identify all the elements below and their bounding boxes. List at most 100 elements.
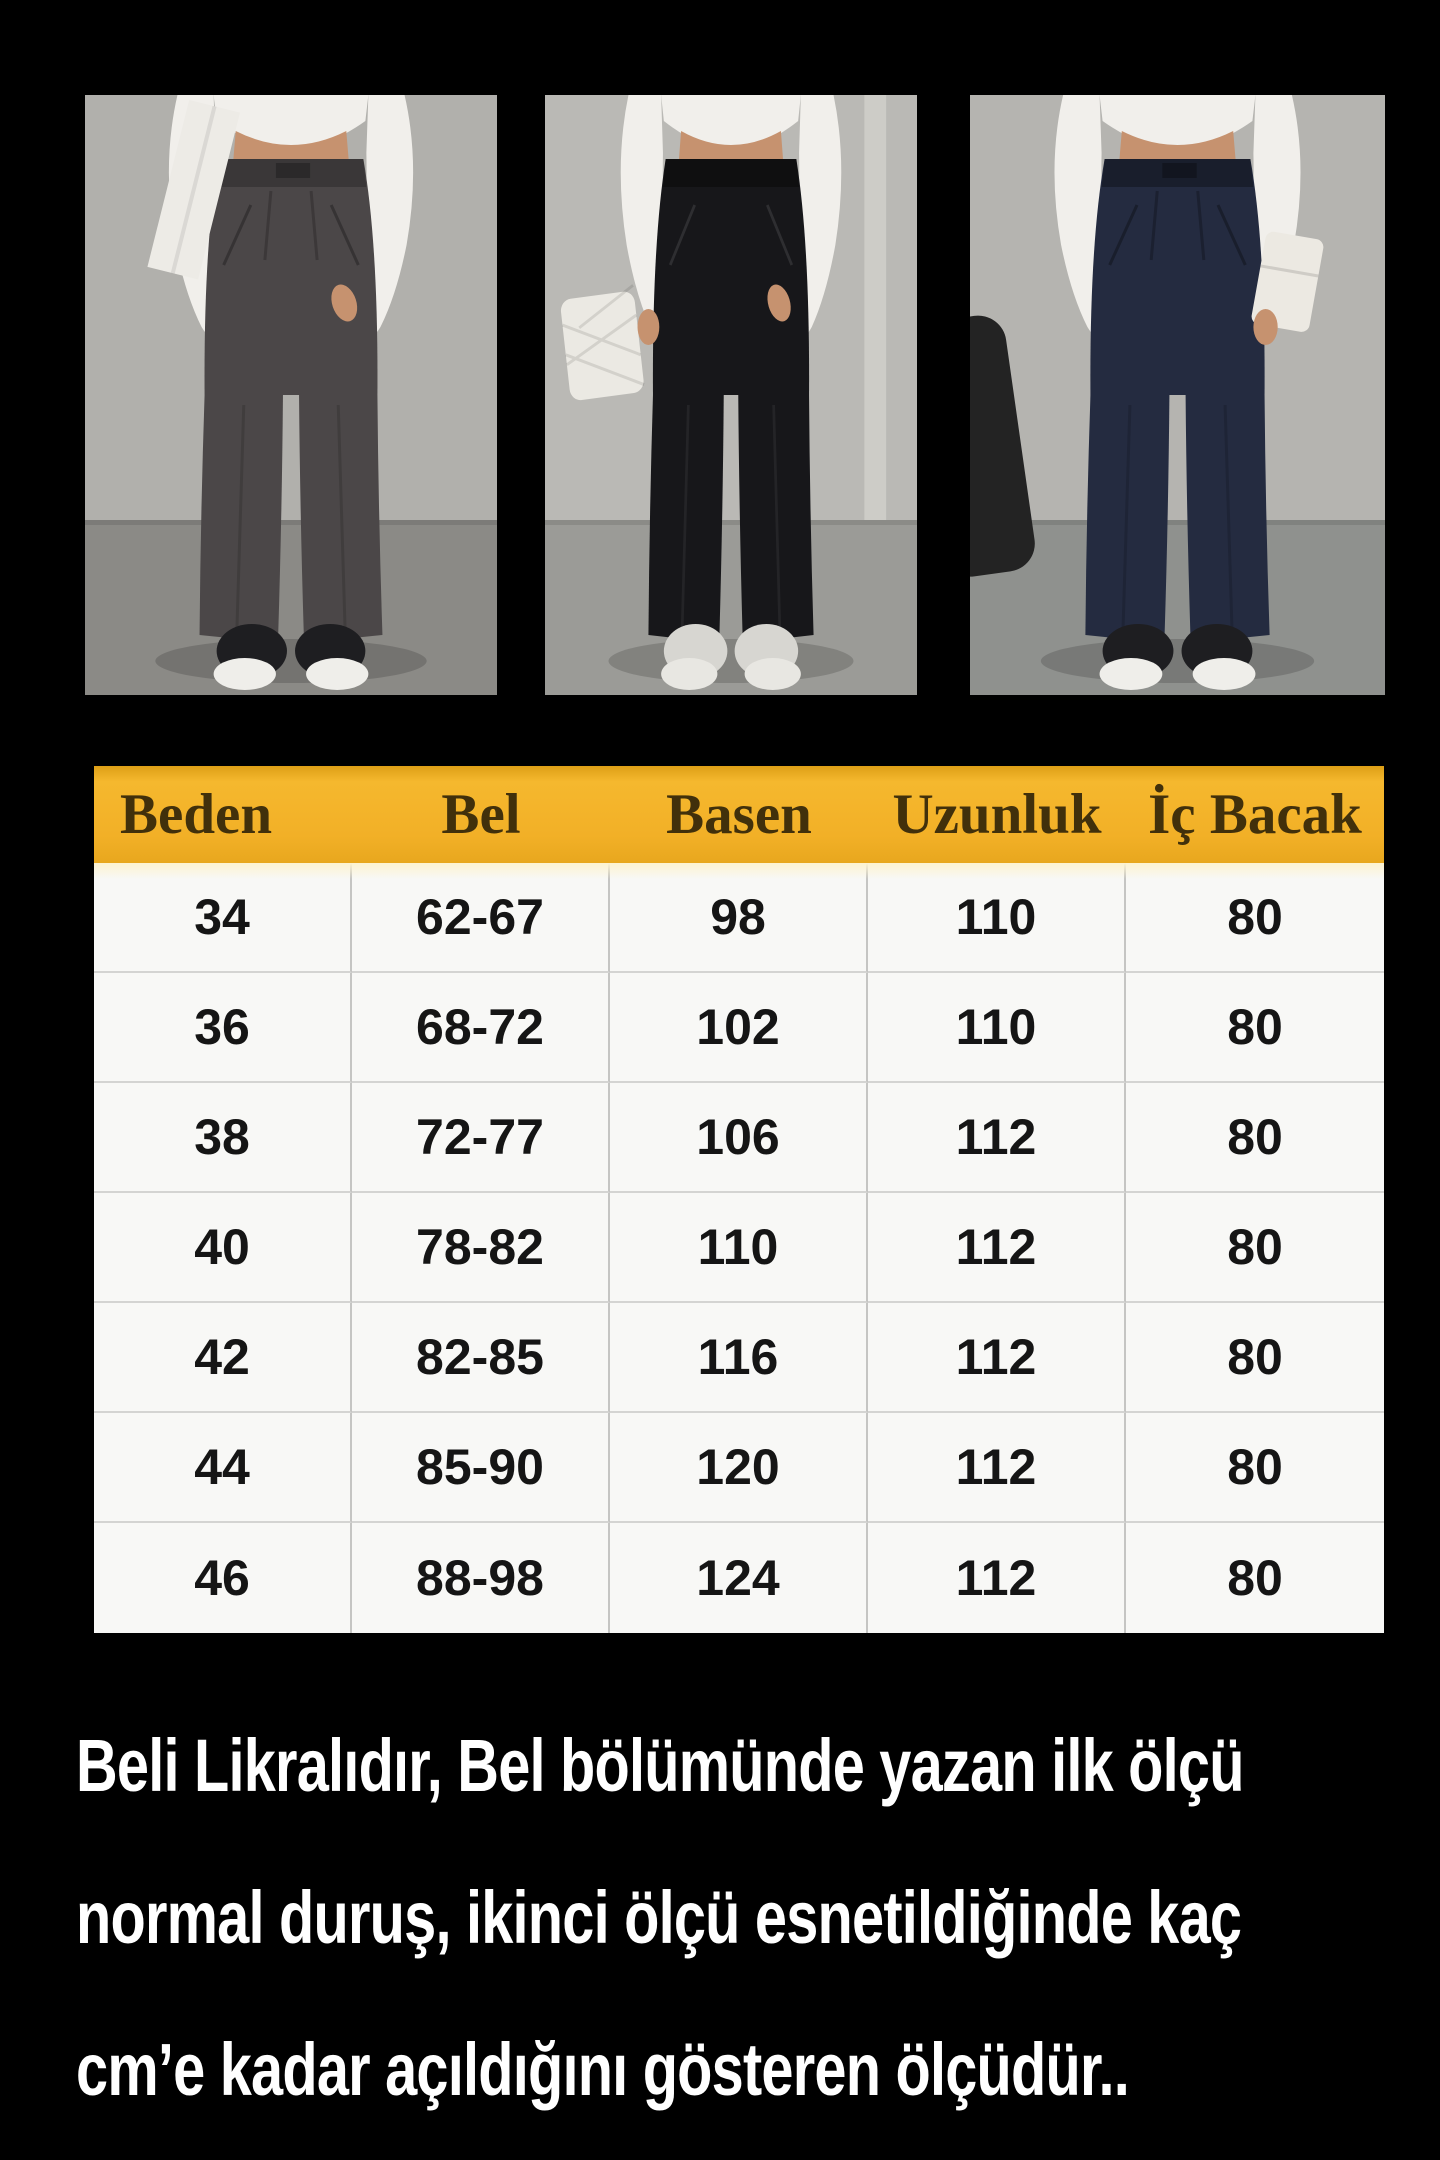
table-cell: 110: [868, 863, 1126, 973]
floor: [545, 520, 917, 695]
table-cell: 98: [610, 863, 868, 973]
right-hand-in-pocket: [767, 284, 791, 322]
floor: [970, 520, 1385, 695]
table-cell: 40: [94, 1193, 352, 1303]
wall-floor-line: [970, 520, 1385, 525]
note-line: Beli Likralıdır, Bel bölümünde yazan ilk…: [76, 1724, 1244, 1807]
pants-right-leg: [1185, 395, 1270, 643]
floor-shadow: [1040, 639, 1315, 683]
table-cell: 80: [1126, 863, 1384, 973]
photo-illustration: [85, 95, 497, 695]
left-shoe-toe: [1099, 658, 1163, 690]
table-cell: 44: [94, 1413, 352, 1523]
table-cell: 42: [94, 1303, 352, 1413]
table-cell: 116: [610, 1303, 868, 1413]
crop-top: [661, 95, 801, 149]
pants-trunk: [652, 159, 810, 395]
table-row: 44 85-90 120 112 80: [94, 1413, 1384, 1523]
crop-top: [213, 95, 369, 149]
table-row: 42 82-85 116 112 80: [94, 1303, 1384, 1413]
table-cell: 80: [1126, 1303, 1384, 1413]
table-cell: 88-98: [352, 1523, 610, 1633]
table-cell: 80: [1126, 1523, 1384, 1633]
pants-right-leg: [299, 395, 383, 643]
right-shoe-toe: [744, 658, 801, 690]
pocket-slits: [222, 204, 360, 266]
pants-trunk: [204, 159, 378, 395]
midriff: [232, 131, 350, 167]
pleats: [263, 190, 319, 261]
waist-tab: [1162, 163, 1197, 178]
table-cell: 85-90: [352, 1413, 610, 1523]
shoes: [1099, 624, 1256, 690]
table-cell: 72-77: [352, 1083, 610, 1193]
leg-creases: [680, 404, 782, 636]
shoes: [213, 624, 369, 690]
right-hand-in-pocket: [331, 284, 358, 322]
table-cell: 68-72: [352, 973, 610, 1083]
column-header-bel: Bel: [441, 783, 521, 846]
product-photo-gray: [85, 95, 497, 695]
right-shoe-toe: [1192, 658, 1256, 690]
person-figure: [1054, 95, 1324, 690]
crop-top: [1099, 95, 1256, 149]
table-row: 38 72-77 106 112 80: [94, 1083, 1384, 1193]
left-hand: [637, 309, 660, 345]
midriff: [1118, 131, 1237, 167]
table-row: 36 68-72 102 110 80: [94, 973, 1384, 1083]
wall-floor-line: [85, 520, 497, 525]
table-cell: 112: [868, 1523, 1126, 1633]
table-cell: 82-85: [352, 1303, 610, 1413]
pocket-slits: [1108, 204, 1247, 266]
table-cell: 106: [610, 1083, 868, 1193]
table-cell: 62-67: [352, 863, 610, 973]
product-note: Beli Likralıdır, Bel bölümünde yazan ilk…: [76, 1690, 1244, 2146]
table-row: 46 88-98 124 112 80: [94, 1523, 1384, 1633]
leg-creases: [1121, 404, 1234, 636]
left-shoe-toe: [661, 658, 718, 690]
pants-trunk: [1090, 159, 1265, 395]
quilted-clutch-accessory: [560, 284, 645, 401]
right-hand: [1253, 309, 1278, 345]
table-cell: 46: [94, 1523, 352, 1633]
waistband: [215, 159, 367, 187]
note-line: normal duruş, ikinci ölçü esnetildiğinde…: [76, 1876, 1242, 1959]
table-cell: 80: [1126, 1413, 1384, 1523]
leg-creases: [235, 404, 347, 636]
table-cell: 80: [1126, 973, 1384, 1083]
pocket-slits: [668, 204, 794, 266]
table-header-row: Beden Bel Basen Uzunluk İç Bacak: [94, 766, 1384, 863]
product-photo-black: [545, 95, 917, 695]
photo-illustration: [545, 95, 917, 695]
pleats: [1149, 190, 1206, 261]
table-cell: 78-82: [352, 1193, 610, 1303]
waistband: [662, 159, 800, 187]
table-cell: 112: [868, 1193, 1126, 1303]
table-cell: 80: [1126, 1083, 1384, 1193]
table-cell: 110: [610, 1193, 868, 1303]
person-figure: [147, 95, 414, 690]
column-header-basen: Basen: [666, 783, 812, 846]
column-header-ic-bacak: İç Bacak: [1148, 783, 1362, 846]
size-chart-table: Beden Bel Basen Uzunluk İç Bacak 34 62-6…: [94, 766, 1384, 1633]
black-pillow: [970, 315, 1035, 577]
note-line: cm’e kadar açıldığını gösteren ölçüdür..: [76, 2028, 1130, 2111]
table-cell: 112: [868, 1303, 1126, 1413]
door-frame: [864, 95, 887, 520]
table-cell: 80: [1126, 1193, 1384, 1303]
shoes: [661, 624, 801, 690]
table-cell: 124: [610, 1523, 868, 1633]
table-cell: 112: [868, 1083, 1126, 1193]
floor-shadow: [608, 639, 854, 683]
wall-floor-line: [545, 520, 917, 525]
pants: [648, 159, 814, 643]
pants-left-leg: [1085, 395, 1170, 643]
white-clutch-accessory: [1251, 231, 1324, 332]
table-row: 34 62-67 98 110 80: [94, 863, 1384, 973]
table-cell: 38: [94, 1083, 352, 1193]
pants-left-leg: [648, 395, 724, 643]
pants-left-leg: [199, 395, 283, 643]
pants: [1085, 159, 1270, 643]
pants-right-leg: [738, 395, 814, 643]
